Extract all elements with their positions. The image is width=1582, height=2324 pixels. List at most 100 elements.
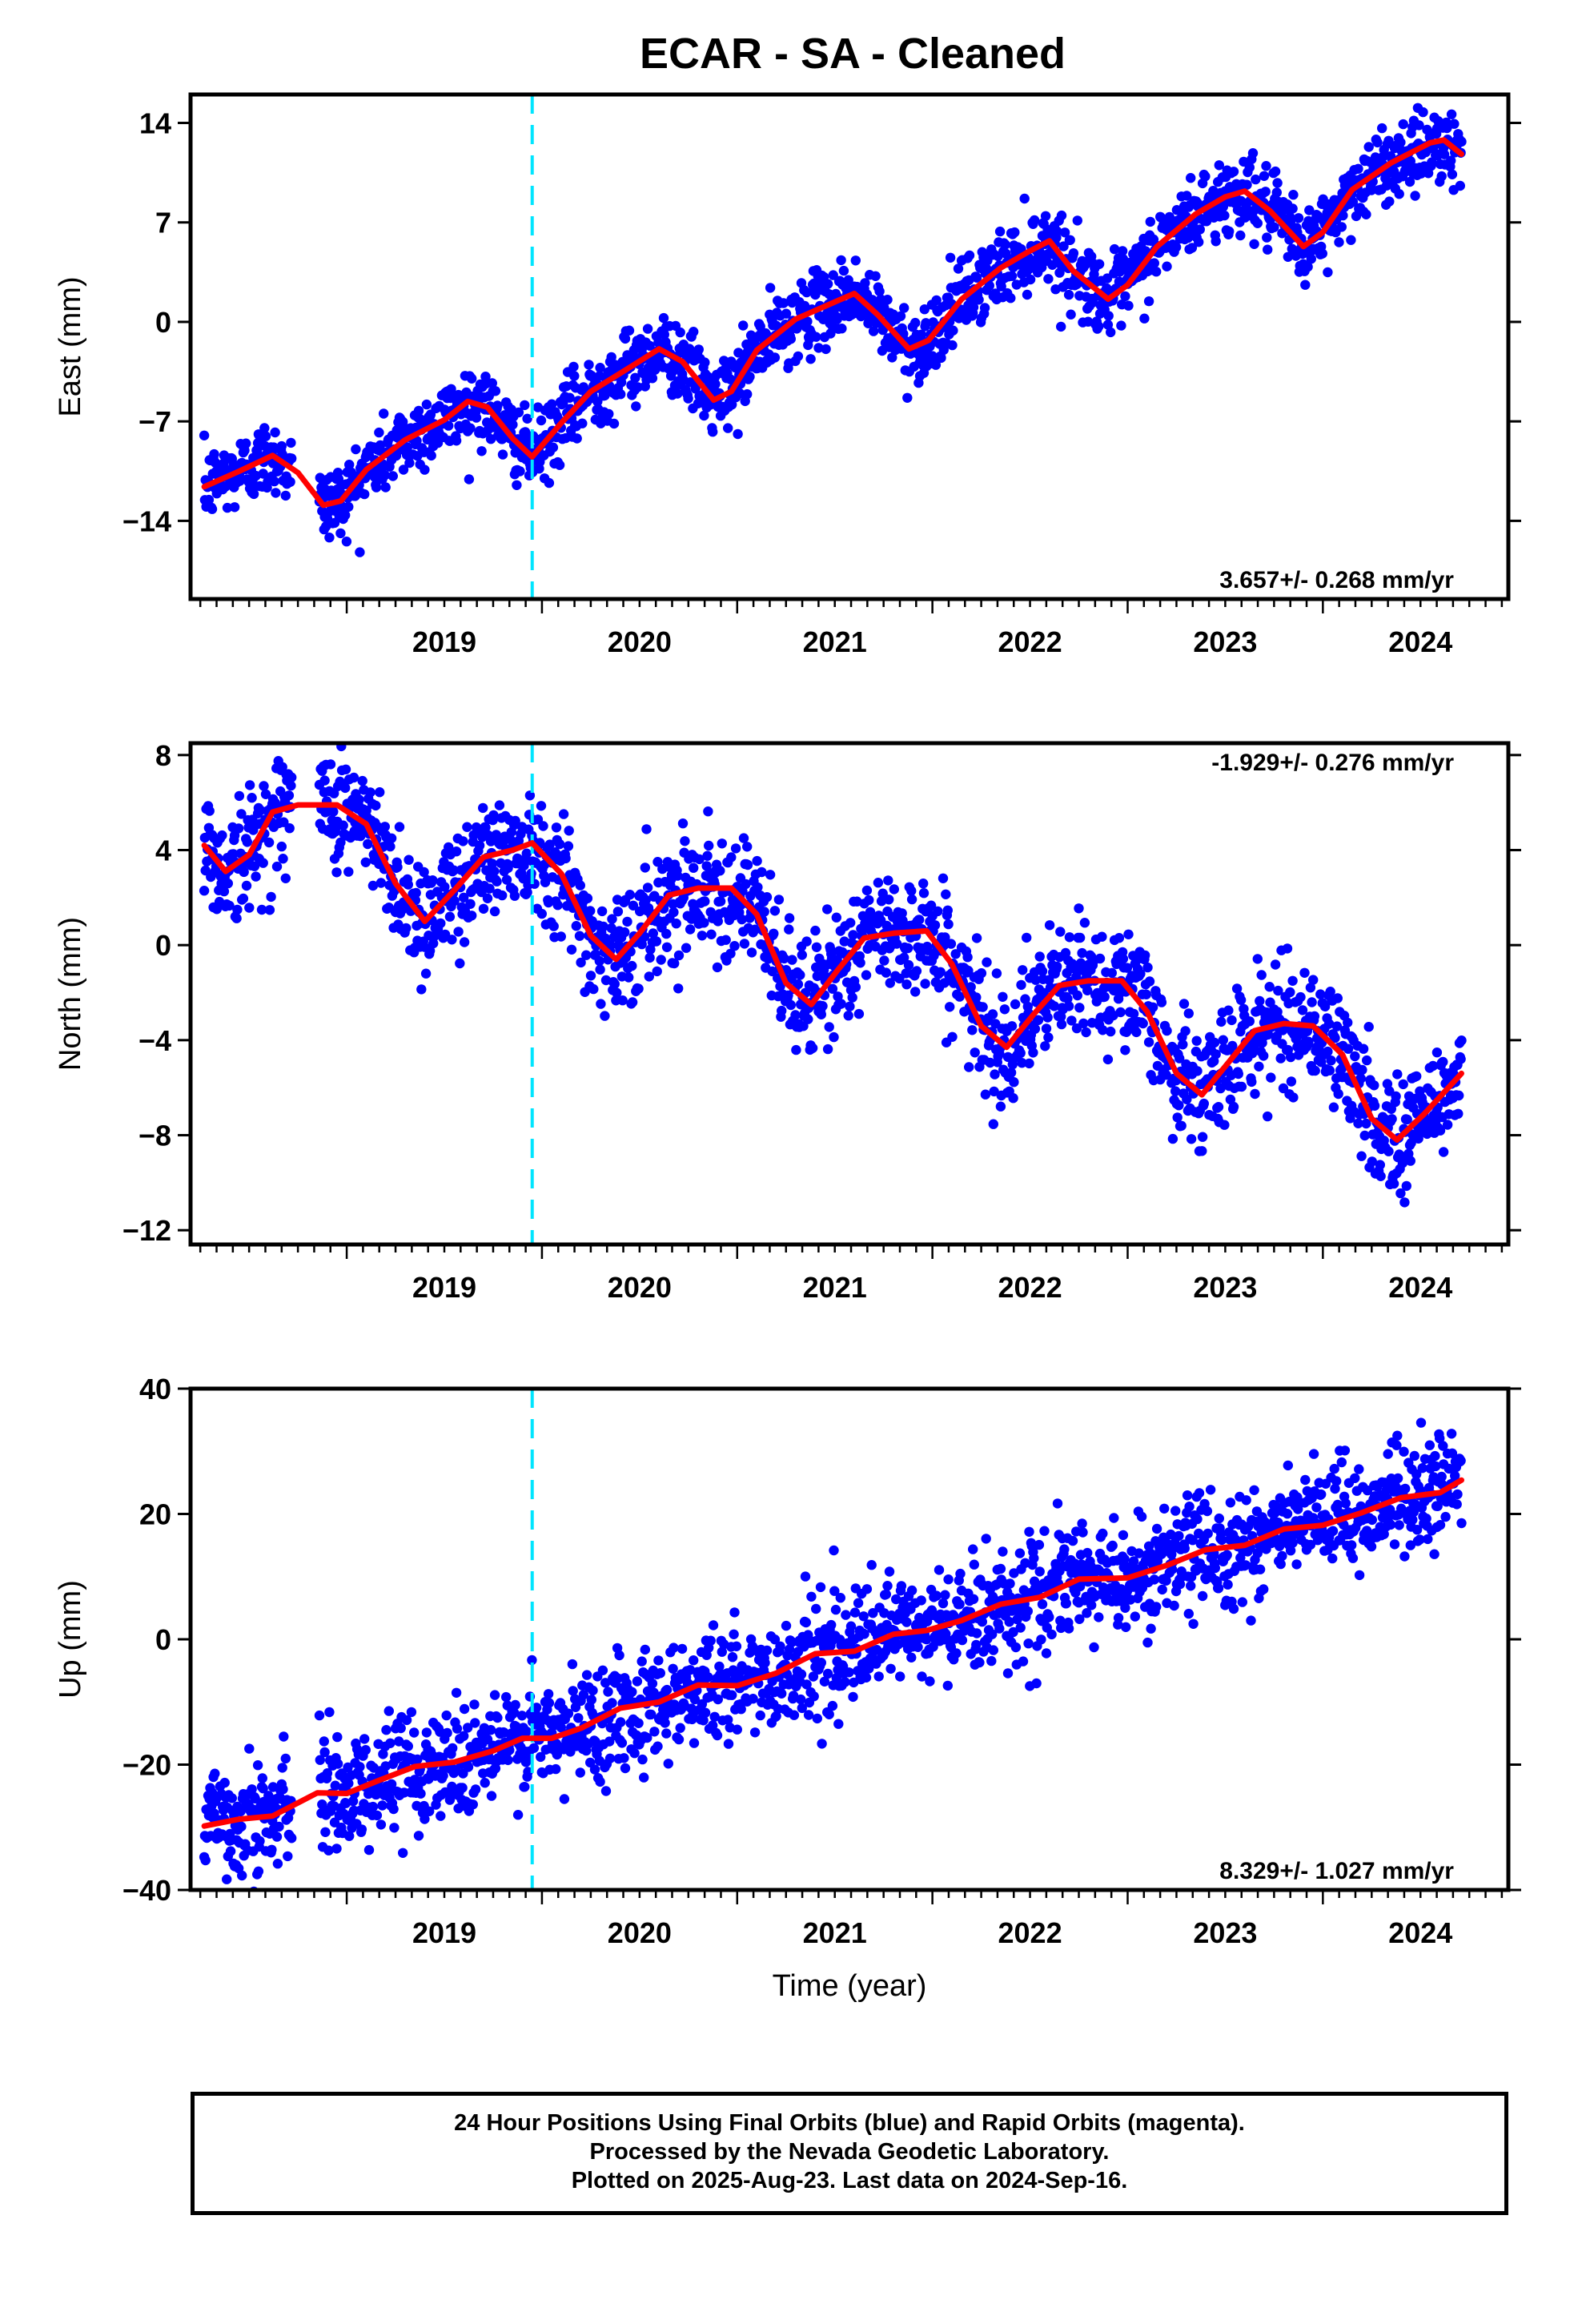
north-data-point: [596, 999, 606, 1009]
north-data-point: [1218, 1035, 1229, 1045]
north-data-point: [617, 995, 628, 1006]
east-data-point: [1283, 251, 1294, 262]
east-frame: [188, 92, 1511, 601]
up-data-point: [287, 1833, 297, 1844]
north-data-point: [1295, 991, 1306, 1003]
east-y-tick-label: −14: [122, 505, 171, 537]
north-data-point: [1041, 1023, 1052, 1034]
north-data-point: [891, 939, 902, 949]
east-data-point: [811, 332, 821, 342]
north-data-point: [258, 858, 268, 868]
north-data-point: [328, 806, 339, 817]
up-data-point: [452, 1723, 463, 1734]
up-data-point: [225, 1846, 236, 1856]
east-data-point: [693, 344, 704, 355]
north-data-point: [902, 943, 913, 954]
up-data-point: [653, 1655, 664, 1666]
north-data-point: [588, 983, 599, 995]
north-data-point: [1115, 1007, 1126, 1018]
east-data-point: [1262, 232, 1272, 243]
north-data-point: [1010, 999, 1021, 1010]
north-data-point: [1114, 933, 1125, 943]
east-data-point: [802, 316, 813, 327]
up-data-point: [409, 1727, 420, 1738]
up-data-point: [633, 1718, 644, 1728]
north-data-point: [1325, 987, 1335, 997]
north-data-point: [1250, 1088, 1260, 1100]
east-data-point: [1395, 137, 1406, 147]
up-data-point: [451, 1687, 462, 1698]
up-data-point: [389, 1823, 400, 1833]
up-data-point: [278, 1784, 288, 1795]
up-data-point: [801, 1679, 812, 1690]
north-data-point: [703, 806, 713, 817]
east-data-point: [953, 263, 964, 274]
north-data-point: [1254, 1061, 1264, 1072]
north-data-point: [717, 838, 727, 849]
north-data-point: [1037, 966, 1048, 977]
east-data-point: [1271, 187, 1283, 198]
north-data-point: [223, 878, 233, 889]
east-data-point: [1361, 209, 1371, 219]
north-data-point: [642, 883, 653, 893]
east-data-point: [828, 270, 838, 280]
east-data-point: [1072, 215, 1083, 226]
north-data-point: [897, 908, 907, 919]
up-data-point: [463, 1762, 474, 1772]
up-data-point: [463, 1723, 473, 1733]
north-data-point: [278, 854, 288, 864]
east-data-point: [1143, 296, 1154, 307]
north-data-point: [738, 833, 749, 843]
north-data-point: [503, 862, 513, 874]
up-data-point: [822, 1668, 833, 1679]
north-data-point: [478, 802, 488, 814]
north-data-point: [1066, 1015, 1077, 1026]
north-data-point: [636, 939, 647, 950]
north-data-point: [635, 906, 645, 917]
north-data-point: [1074, 932, 1086, 943]
east-data-point: [994, 226, 1006, 237]
east-data-point: [564, 392, 575, 403]
north-data-point: [1135, 968, 1146, 979]
east-data-point: [606, 352, 616, 363]
north-data-point: [938, 873, 949, 884]
east-data-point: [402, 442, 413, 452]
north-data-point: [1123, 929, 1134, 940]
east-data-point: [723, 423, 733, 433]
east-data-point: [1211, 236, 1221, 247]
north-data-point: [484, 883, 495, 894]
north-data-point: [680, 836, 690, 846]
north-data-point: [340, 782, 351, 794]
north-data-point: [440, 882, 450, 892]
north-data-point: [811, 942, 822, 953]
north-data-point: [594, 955, 604, 967]
north-y-tick-label: 4: [155, 834, 171, 867]
up-data-point: [567, 1659, 578, 1670]
north-data-point: [1082, 985, 1093, 996]
up-data-points: [199, 1417, 1467, 1890]
north-x-tick-label: 2019: [412, 1271, 476, 1304]
north-data-point: [914, 915, 925, 925]
east-data-point: [492, 400, 503, 411]
north-data-point: [1236, 1081, 1247, 1092]
east-data-point: [1372, 137, 1383, 148]
north-data-point: [899, 952, 909, 963]
north-data-point: [392, 862, 403, 872]
north-data-point: [1172, 1112, 1182, 1123]
up-data-point: [673, 1734, 685, 1745]
up-data-point: [796, 1669, 807, 1679]
north-data-point: [769, 906, 781, 916]
up-data-point: [222, 1874, 232, 1884]
north-data-point: [926, 900, 937, 911]
up-data-point: [675, 1723, 685, 1733]
north-data-point: [700, 896, 710, 907]
east-data-point: [882, 295, 893, 305]
north-data-point: [204, 806, 215, 816]
north-data-point: [606, 923, 616, 934]
up-data-point: [835, 1593, 846, 1603]
north-data-point: [1252, 954, 1263, 964]
north-data-point: [1077, 947, 1087, 959]
east-y-tick-label: 0: [155, 306, 171, 339]
east-data-point: [1052, 226, 1062, 236]
